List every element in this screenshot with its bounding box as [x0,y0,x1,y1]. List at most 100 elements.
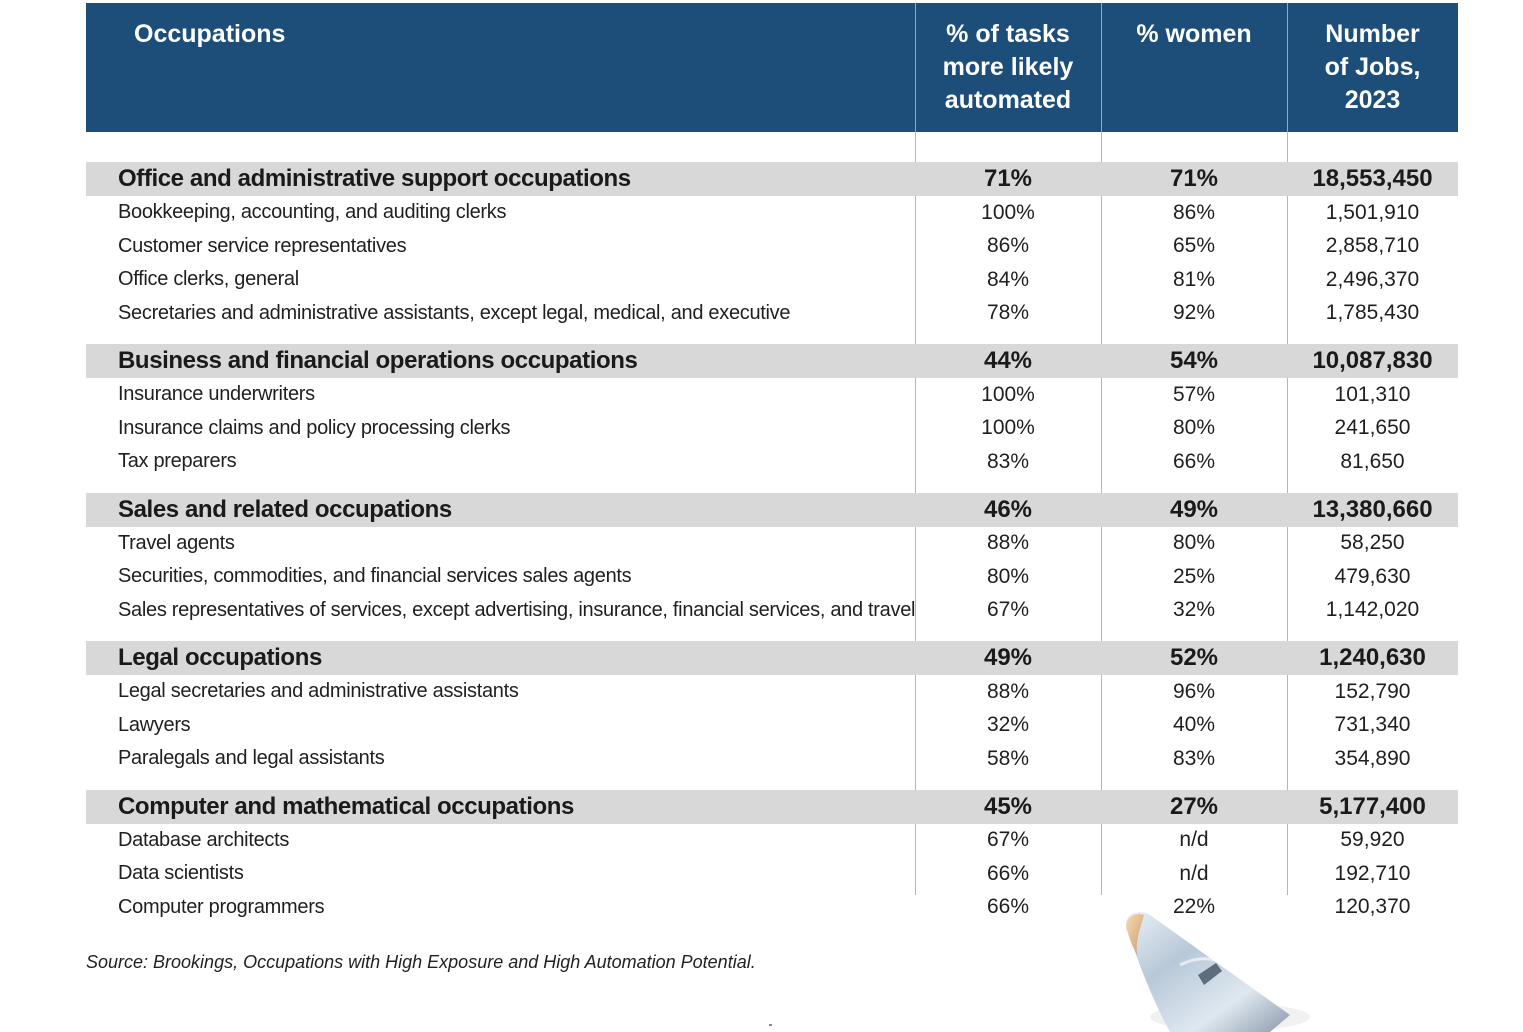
pct-women: 80% [1172,531,1216,555]
table-row: Securities, commodities, and financial s… [86,560,1458,594]
jobs-count: 81,650 [1340,449,1405,473]
header-divider [1287,3,1288,132]
category-row: Office and administrative support occupa… [86,162,1458,196]
pct-automated: 66% [986,895,1030,919]
table-row: Computer programmers 66% 22% 120,370 [86,891,1458,925]
pct-women: 96% [1172,679,1216,703]
category-pct-women: 27% [1169,792,1219,820]
jobs-count: 120,370 [1334,895,1411,919]
header-pct-automated-line: % of tasks [946,20,1070,48]
pct-women: 80% [1172,416,1216,440]
occupation-name: Legal secretaries and administrative ass… [118,680,519,703]
pct-automated: 58% [986,746,1030,770]
occupation-group: Sales and related occupations 46% 49% 13,38… [86,492,1458,628]
category-jobs: 1,240,630 [1319,644,1426,671]
pct-automated: 80% [986,564,1030,588]
occupation-group: Computer and mathematical occupations 45%… [86,789,1458,925]
category-name: Business and financial operations occupa… [118,347,638,374]
occupation-group: Business and financial operations occupa… [86,344,1458,479]
pct-women: n/d [1179,861,1209,885]
occupation-name: Sales representatives of services, excep… [118,598,916,621]
occupation-name: Customer service representatives [118,234,407,257]
occupation-name: Lawyers [118,713,191,736]
jobs-count: 2,858,710 [1325,234,1420,258]
table-row: Secretaries and administrative assistant… [86,297,1458,331]
table-row: Bookkeeping, accounting, and auditing cl… [86,196,1458,230]
pct-women: 92% [1172,301,1216,325]
table-row: Data scientists 66% n/d 192,710 [86,857,1458,891]
header-divider [915,3,916,132]
jobs-count: 1,785,430 [1325,301,1420,325]
category-pct-women: 71% [1169,165,1219,192]
header-divider [1101,3,1102,132]
occupation-name: Insurance claims and policy processing c… [118,416,511,439]
category-row: Sales and related occupations 46% 49% 13,38… [86,492,1458,527]
pct-women: 32% [1172,598,1216,622]
source-note: Source: Brookings, Occupations with High… [86,952,756,972]
column-divider [1287,3,1288,895]
jobs-count: 152,790 [1334,679,1411,703]
category-pct-automated: 45% [983,792,1033,820]
table-row: Tax preparers 83% 66% 81,650 [86,445,1458,479]
category-name: Computer and mathematical occupations [118,792,574,820]
occupation-name: Insurance underwriters [118,383,315,406]
pct-automated: 100% [981,382,1035,406]
table-row: Customer service representatives 86% 65% 2,… [86,230,1458,264]
category-pct-automated: 46% [983,495,1033,523]
pct-automated: 86% [986,234,1030,258]
pct-automated: 84% [986,267,1030,291]
occupation-name: Data scientists [118,862,244,885]
pct-women: 65% [1172,234,1216,258]
occupation-name: Tax preparers [118,450,237,473]
occupation-name: Paralegals and legal assistants [118,747,385,770]
jobs-count: 479,630 [1334,564,1411,588]
category-name: Legal occupations [118,644,322,671]
occupations-table: Occupations % of tasks more likely autom… [86,3,1458,918]
pct-women: 81% [1172,267,1216,291]
pct-automated: 78% [986,301,1030,325]
jobs-count: 354,890 [1334,746,1411,770]
category-pct-women: 49% [1169,495,1219,523]
pct-women: 40% [1172,713,1216,737]
pct-women: n/d [1179,828,1209,852]
pct-women: 22% [1172,895,1216,919]
category-row: Business and financial operations occupa… [86,344,1458,378]
category-jobs: 18,553,450 [1312,165,1433,192]
table-header: Occupations % of tasks more likely autom… [86,3,1458,132]
jobs-count: 1,501,910 [1325,200,1420,224]
category-pct-automated: 71% [983,165,1033,192]
occupation-name: Computer programmers [118,895,325,918]
occupation-name: Bookkeeping, accounting, and auditing cl… [118,201,507,224]
occupation-name: Secretaries and administrative assistant… [118,301,791,324]
pct-women: 25% [1172,564,1216,588]
robot-finger-icon [1125,912,1310,1032]
pct-automated: 88% [986,679,1030,703]
pct-automated: 100% [981,200,1035,224]
category-pct-women: 52% [1169,644,1219,671]
pct-women: 66% [1172,449,1216,473]
occupation-name: Securities, commodities, and financial s… [118,565,632,588]
pct-women: 57% [1172,382,1216,406]
table-row: Insurance underwriters 100% 57% 101,310 [86,378,1458,412]
occupation-group: Office and administrative support occupa… [86,162,1458,330]
header-occupations: Occupations [134,20,286,48]
occupation-group: Legal occupations 49% 52% 1,240,630 Legal se… [86,641,1458,776]
stray-dot [769,1024,772,1026]
category-pct-women: 54% [1169,347,1219,374]
category-pct-automated: 49% [983,644,1033,671]
column-divider [915,3,916,895]
pct-automated: 32% [986,713,1030,737]
table-row: Paralegals and legal assistants 58% 83% 354… [86,742,1458,776]
category-pct-automated: 44% [983,347,1033,374]
header-pct-automated-line: more likely [942,53,1074,81]
jobs-count: 192,710 [1334,861,1411,885]
table-row: Lawyers 32% 40% 731,340 [86,709,1458,743]
table-row: Office clerks, general 84% 81% 2,496,370 [86,263,1458,297]
jobs-count: 241,650 [1334,416,1411,440]
table-row: Insurance claims and policy processing c… [86,412,1458,446]
header-jobs-line: of Jobs, [1324,53,1421,81]
jobs-count: 731,340 [1334,713,1411,737]
occupation-name: Office clerks, general [118,268,299,291]
pct-automated: 67% [986,828,1030,852]
table-row: Travel agents 88% 80% 58,250 [86,527,1458,561]
